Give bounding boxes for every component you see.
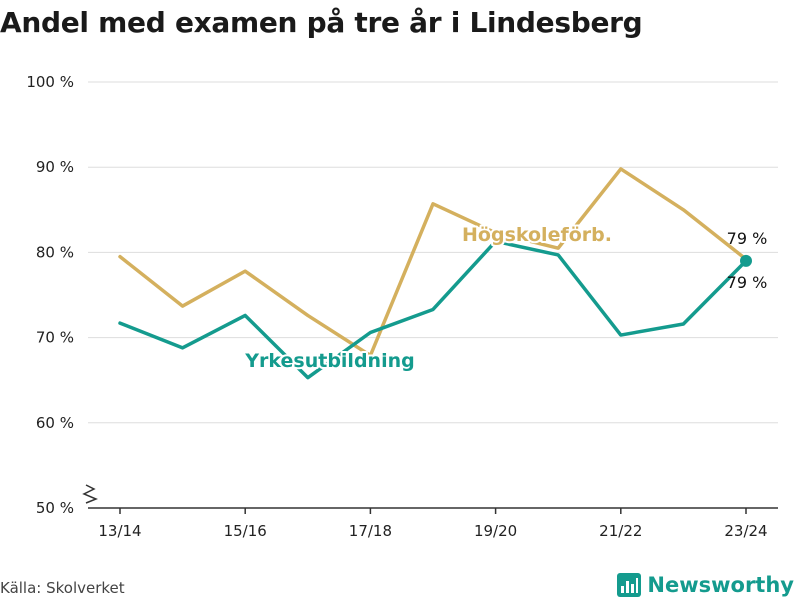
series-label-yrkesutbildning: Yrkesutbildning [244,350,414,372]
end-point-dot [740,254,752,267]
x-tick-label: 15/16 [224,522,267,540]
end-label-hogskoleforb: 79 % [727,229,768,248]
y-tick-label: 60 % [36,414,74,432]
series-line-1 [118,239,748,380]
broken-axis-icon [82,484,98,504]
series-line-0 [118,167,748,358]
x-tick-label: 17/18 [349,522,392,540]
x-tick-label: 21/22 [599,522,642,540]
y-tick-label: 70 % [36,329,74,347]
brand: Newsworthy [617,570,794,600]
x-axis: 13/14 15/16 17/18 19/20 21/22 23/24 [82,484,778,540]
x-tick-label: 19/20 [474,522,517,540]
x-tick-label: 23/24 [724,522,767,540]
end-label-yrkesutbildning: 79 % [727,273,768,292]
newsworthy-logo-icon [617,573,642,597]
y-tick-label: 90 % [36,158,74,176]
series-labels: 79 % 79 % Högskoleförb. Yrkesutbildning [242,222,768,374]
x-tick-label: 13/14 [98,522,141,540]
y-axis-ticks: 50 % 60 % 70 % 80 % 90 % 100 % [26,73,74,517]
source-note: Källa: Skolverket [0,579,125,597]
brand-name: Newsworthy [647,573,794,597]
y-tick-label: 80 % [36,243,74,261]
grid-lines [88,81,778,424]
series-label-hogskoleforb: Högskoleförb. [462,224,612,246]
y-tick-label: 50 % [36,499,74,517]
y-tick-label: 100 % [26,73,74,91]
chart-title: Andel med examen på tre år i Lindesberg [0,6,643,39]
series-lines [118,167,752,380]
